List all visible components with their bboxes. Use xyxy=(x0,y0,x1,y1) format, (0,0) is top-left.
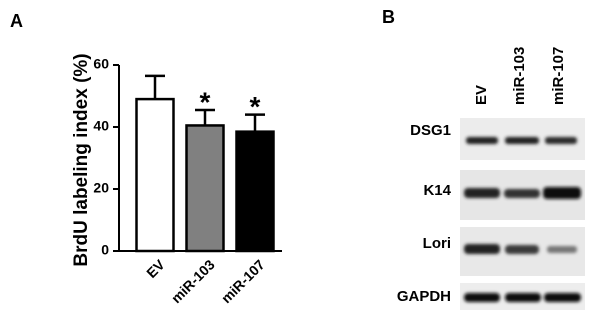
row-label: DSG1 xyxy=(410,122,451,139)
significance-mark: * xyxy=(250,91,261,122)
y-tick-label: 40 xyxy=(93,118,109,134)
lane-label: miR-107 xyxy=(550,47,567,105)
blot-strips xyxy=(460,118,585,310)
row-label: GAPDH xyxy=(397,288,451,305)
lane-label: EV xyxy=(473,85,490,105)
panel-label: B xyxy=(382,7,395,27)
x-tick-label: EV xyxy=(143,256,168,281)
x-tick-label: miR-107 xyxy=(218,256,268,306)
bar xyxy=(235,130,275,253)
panel-label: A xyxy=(10,11,23,31)
x-tick-label: miR-103 xyxy=(168,256,218,306)
bar xyxy=(135,97,175,253)
row-label: Lori xyxy=(423,235,451,252)
lane-label: miR-103 xyxy=(511,47,528,105)
y-tick-label: 60 xyxy=(93,56,109,72)
row-label: K14 xyxy=(423,182,451,199)
bar xyxy=(185,124,225,253)
y-axis-label: BrdU labeling index (%) xyxy=(71,53,92,266)
y-tick-label: 0 xyxy=(101,242,109,258)
y-tick-label: 20 xyxy=(93,180,109,196)
significance-mark: * xyxy=(200,86,211,117)
